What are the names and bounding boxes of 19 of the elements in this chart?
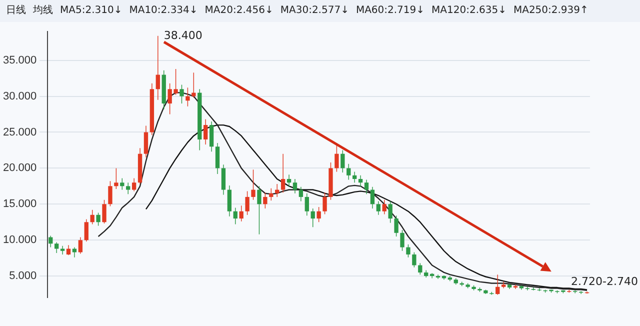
text: 均线: [33, 5, 53, 16]
candlestick: [573, 290, 578, 294]
text: MA5:2.310↓: [60, 5, 122, 16]
y-tick-label: 20.000: [2, 162, 37, 174]
y-tick-label: 30.000: [2, 90, 37, 102]
annotation: 2.720-2.740: [571, 275, 638, 288]
y-tick-label: 5.000: [9, 270, 37, 282]
y-tick-label: 10.000: [2, 234, 37, 246]
annotation: 38.400: [164, 28, 202, 42]
y-tick-label: 35.000: [2, 54, 37, 66]
text: MA250:2.939↑: [513, 5, 588, 16]
y-tick-label: 25.000: [2, 126, 37, 138]
y-tick-label: 15.000: [2, 198, 37, 210]
text: MA30:2.577↓: [280, 5, 349, 16]
text: MA120:2.635↓: [432, 5, 506, 16]
text: MA60:2.719↓: [356, 5, 425, 16]
text: MA10:2.334↓: [129, 5, 198, 16]
text: MA20:2.456↓: [204, 5, 274, 16]
text: 日线: [6, 5, 26, 16]
